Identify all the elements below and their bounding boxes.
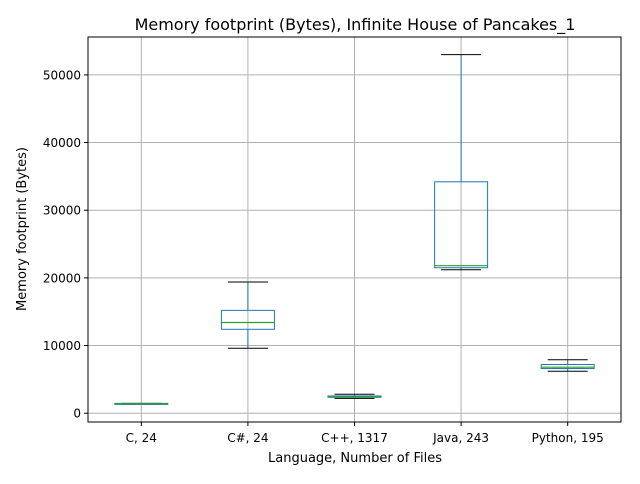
x-tick-label: Java, 243: [432, 431, 489, 445]
y-tick-label: 0: [73, 407, 81, 421]
box-plot: [114, 402, 169, 405]
box-plot: [327, 393, 382, 399]
x-tick-label: C++, 1317: [321, 431, 388, 445]
x-tick-label: Python, 195: [532, 431, 604, 445]
box-plot: [540, 359, 595, 372]
y-tick-label: 50000: [43, 68, 81, 82]
y-tick-label: 40000: [43, 136, 81, 150]
box: [434, 181, 489, 269]
y-tick-label: 10000: [43, 339, 81, 353]
x-axis-label: Language, Number of Files: [268, 451, 442, 466]
box-plot: [434, 54, 489, 271]
chart-title: Memory footprint (Bytes), Infinite House…: [135, 15, 576, 35]
y-tick-label: 30000: [43, 204, 81, 218]
x-axis: C, 24 C#, 24 C++, 1317 Java, 243 Python, 195: [126, 422, 604, 445]
x-tick-label: C, 24: [126, 431, 157, 445]
box-plot: [220, 281, 275, 349]
y-axis: 0 10000 20000 30000 40000 50000: [43, 68, 88, 421]
box: [220, 309, 275, 330]
y-axis-label: Memory footprint (Bytes): [15, 147, 30, 311]
box: [540, 363, 595, 370]
x-tick-label: C#, 24: [227, 431, 268, 445]
box-plots: [114, 54, 595, 405]
grid: [88, 37, 621, 422]
y-tick-label: 20000: [43, 271, 81, 285]
